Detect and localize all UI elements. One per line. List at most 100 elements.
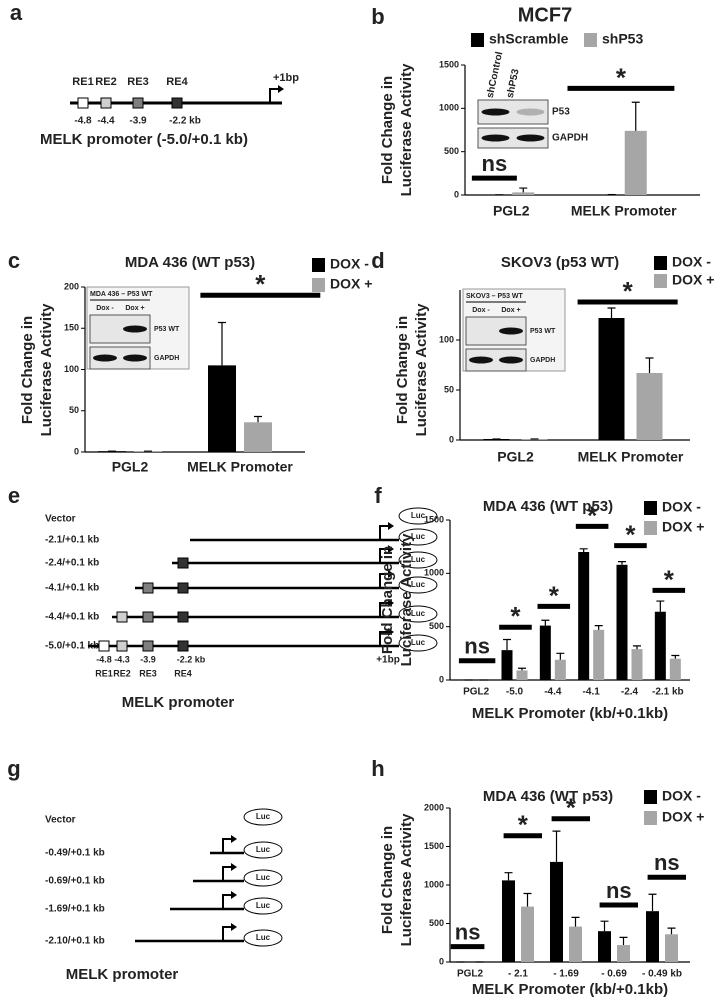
legend-swatch — [312, 278, 325, 292]
luc-label: Luc — [256, 901, 271, 910]
error-bar — [648, 893, 657, 912]
y-tick-label: 100 — [439, 334, 454, 344]
error-bar — [518, 667, 526, 671]
blot-band — [93, 354, 117, 362]
y-axis-label: Fold Change in — [19, 316, 36, 424]
luc-label: Luc — [411, 580, 426, 589]
luc-reporter — [243, 808, 283, 826]
arrow-head — [231, 863, 237, 871]
error-bar — [523, 892, 532, 907]
re-label: RE2 — [95, 76, 116, 88]
luc-label: Luc — [411, 609, 426, 618]
re-position: -2.2 kb — [169, 116, 201, 127]
lane-label: shP53 — [505, 68, 522, 100]
luc-label: Luc — [256, 845, 271, 854]
lane-label: Dox - — [472, 307, 490, 314]
blot-band — [499, 327, 523, 335]
legend-label: DOX - — [662, 788, 701, 804]
significance-label: ns — [482, 151, 508, 176]
construct-label: -1.69/+0.1 kb — [45, 904, 105, 915]
construct-label: -2.10/+0.1 kb — [45, 936, 105, 947]
x-axis-label: MELK Promoter (kb/+0.1kb) — [472, 705, 668, 722]
tss-arrow — [222, 838, 232, 853]
re-box — [142, 611, 154, 623]
legend-swatch — [471, 33, 484, 47]
arrow-head — [388, 522, 394, 530]
bar — [669, 658, 681, 680]
bar — [208, 365, 236, 452]
blot-band — [516, 108, 545, 116]
y-tick-label: 0 — [449, 434, 454, 444]
tss-label: +1bp — [376, 655, 400, 666]
legend-swatch — [584, 33, 597, 47]
y-tick-label: 0 — [439, 674, 444, 684]
error-bar — [633, 645, 641, 650]
y-axis-label: Fold Change in — [394, 316, 411, 424]
bar — [512, 192, 535, 195]
re-box — [177, 640, 189, 652]
significance-label: * — [616, 62, 627, 92]
luc-reporter — [398, 507, 438, 525]
luc-reporter — [243, 841, 283, 859]
error-bar — [607, 307, 616, 318]
lane-label: shControl — [485, 50, 506, 99]
bar — [550, 861, 563, 962]
re-position: -4.3 — [114, 654, 130, 664]
inset-title: MDA 436 – P53 WT — [90, 291, 153, 298]
tss-label: +1bp — [273, 72, 299, 84]
panel-label: f — [374, 483, 382, 508]
blot-band — [123, 325, 147, 333]
significance-label: * — [664, 564, 675, 594]
legend-swatch — [644, 521, 657, 535]
luc-reporter — [398, 528, 438, 546]
error-bar — [503, 638, 511, 651]
band-label: P53 WT — [530, 328, 556, 335]
arrow-head — [388, 570, 394, 578]
y-tick-label: 1500 — [424, 841, 444, 851]
re-position: -3.9 — [129, 116, 147, 127]
significance-label: ns — [606, 878, 632, 903]
luc-label: Luc — [411, 555, 426, 564]
chart-title: MDA 436 (WT p53) — [483, 788, 613, 805]
blot-box — [477, 127, 549, 149]
y-tick-label: 500 — [429, 918, 444, 928]
bar — [616, 564, 628, 680]
error-bar — [571, 916, 580, 927]
y-axis-label: Luciferase Activity — [398, 813, 415, 946]
x-tick-label: MELK Promoter — [187, 459, 293, 475]
re-position: -4.8 — [96, 654, 112, 664]
x-tick-label: PGL2 — [463, 687, 490, 698]
y-tick-label: 1000 — [424, 879, 444, 889]
significance-label: * — [510, 601, 521, 631]
construct-label: Vector — [45, 815, 76, 826]
re-position: -3.9 — [140, 654, 156, 664]
bar — [501, 650, 513, 680]
significance-label: ns — [455, 919, 481, 944]
x-tick-label: PGL2 — [497, 449, 534, 465]
legend-label: DOX + — [330, 276, 372, 292]
luc-reporter — [243, 929, 283, 947]
tss-arrow — [269, 88, 279, 103]
re-position: -2.2 kb — [177, 654, 206, 664]
arrow-head — [388, 628, 394, 636]
y-axis-label: Luciferase Activity — [398, 63, 415, 196]
re-box — [77, 97, 89, 109]
re-label: RE4 — [174, 668, 192, 678]
x-tick-label: - 0.49 kb — [642, 969, 682, 980]
error-bar — [218, 321, 226, 366]
luc-reporter — [398, 576, 438, 594]
bar — [646, 911, 659, 962]
y-tick-label: 1500 — [424, 514, 444, 524]
bar — [578, 552, 590, 680]
blot-band — [499, 356, 523, 364]
y-axis-label: Luciferase Activity — [398, 533, 415, 666]
tss-arrow — [222, 894, 232, 909]
legend-label: DOX - — [672, 254, 711, 270]
x-tick-label: -2.1 kb — [652, 687, 684, 698]
re-label: RE4 — [166, 76, 188, 88]
re-box — [132, 97, 144, 109]
luc-reporter — [243, 869, 283, 887]
band-label: GAPDH — [154, 355, 179, 362]
